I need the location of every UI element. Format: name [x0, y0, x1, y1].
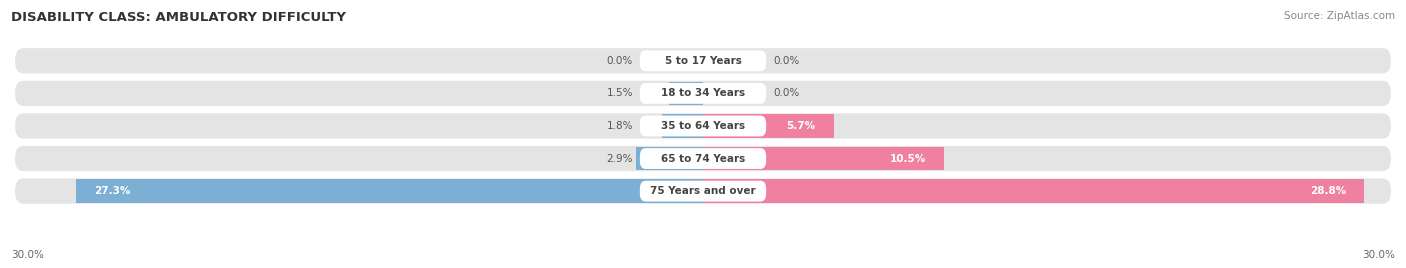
- Text: 18 to 34 Years: 18 to 34 Years: [661, 88, 745, 98]
- Text: 75 Years and over: 75 Years and over: [650, 186, 756, 196]
- Bar: [703, 114, 834, 138]
- Text: 0.0%: 0.0%: [773, 56, 799, 66]
- FancyBboxPatch shape: [640, 116, 766, 136]
- Bar: [703, 179, 1364, 203]
- FancyBboxPatch shape: [14, 47, 1392, 75]
- FancyBboxPatch shape: [14, 177, 1392, 205]
- FancyBboxPatch shape: [640, 83, 766, 104]
- Bar: [669, 82, 703, 105]
- Text: 1.5%: 1.5%: [606, 88, 633, 98]
- Text: 30.0%: 30.0%: [11, 250, 44, 260]
- FancyBboxPatch shape: [14, 112, 1392, 140]
- FancyBboxPatch shape: [14, 80, 1392, 107]
- Text: 28.8%: 28.8%: [1310, 186, 1346, 196]
- FancyBboxPatch shape: [640, 181, 766, 202]
- Text: 1.8%: 1.8%: [606, 121, 633, 131]
- FancyBboxPatch shape: [640, 50, 766, 71]
- Text: 35 to 64 Years: 35 to 64 Years: [661, 121, 745, 131]
- Text: 30.0%: 30.0%: [1362, 250, 1395, 260]
- Text: DISABILITY CLASS: AMBULATORY DIFFICULTY: DISABILITY CLASS: AMBULATORY DIFFICULTY: [11, 11, 346, 24]
- FancyBboxPatch shape: [640, 148, 766, 169]
- Text: 0.0%: 0.0%: [773, 88, 799, 98]
- Bar: [662, 114, 703, 138]
- Text: 5 to 17 Years: 5 to 17 Years: [665, 56, 741, 66]
- Text: Source: ZipAtlas.com: Source: ZipAtlas.com: [1284, 11, 1395, 21]
- Text: 10.5%: 10.5%: [890, 154, 925, 163]
- Bar: [637, 147, 703, 170]
- Bar: [76, 179, 703, 203]
- Text: 5.7%: 5.7%: [786, 121, 815, 131]
- Text: 27.3%: 27.3%: [94, 186, 131, 196]
- Bar: [703, 147, 945, 170]
- Text: 65 to 74 Years: 65 to 74 Years: [661, 154, 745, 163]
- Text: 2.9%: 2.9%: [606, 154, 633, 163]
- FancyBboxPatch shape: [14, 145, 1392, 172]
- Text: 0.0%: 0.0%: [607, 56, 633, 66]
